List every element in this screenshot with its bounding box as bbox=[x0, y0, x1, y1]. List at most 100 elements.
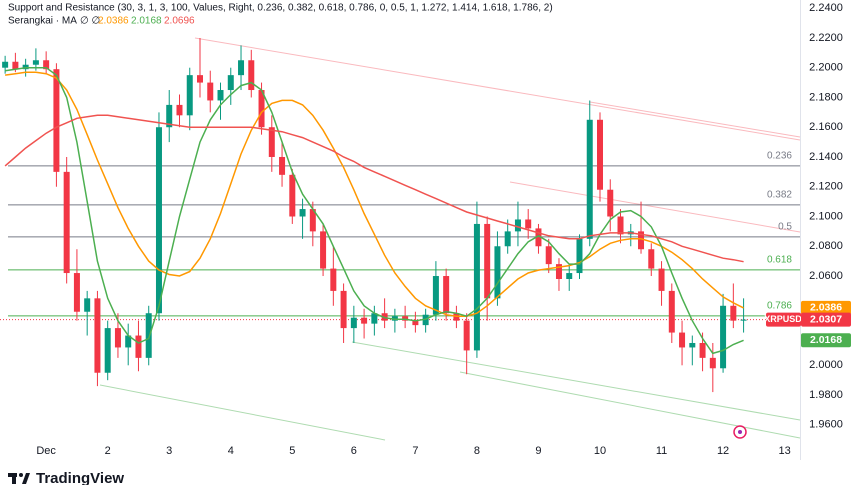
level-label: 0.382 bbox=[767, 190, 792, 201]
y-tick-label: 2.2400 bbox=[809, 2, 843, 14]
candle-body bbox=[350, 317, 357, 329]
candle-body bbox=[104, 328, 111, 373]
candle-body bbox=[586, 119, 593, 239]
level-label: 0.5 bbox=[778, 222, 792, 233]
candle-body bbox=[238, 60, 245, 76]
candle-body bbox=[494, 246, 501, 299]
y-tick-label: 1.9800 bbox=[809, 389, 843, 401]
x-tick-label: Dec bbox=[36, 445, 56, 457]
candle-body bbox=[268, 127, 275, 157]
y-tick-label: 2.2200 bbox=[809, 32, 843, 44]
candle-body bbox=[94, 298, 101, 373]
candle-body bbox=[135, 335, 142, 358]
candle-body bbox=[720, 305, 727, 369]
level-label: 0.786 bbox=[767, 301, 792, 312]
candle-body bbox=[607, 189, 614, 217]
candles bbox=[2, 37, 747, 393]
candle-body bbox=[555, 264, 562, 279]
candle-body bbox=[535, 228, 542, 247]
candle-body bbox=[248, 60, 255, 91]
x-tick-label: 3 bbox=[166, 445, 172, 457]
candle-body bbox=[689, 342, 696, 348]
channel-line bbox=[99, 384, 386, 441]
candle-body bbox=[12, 61, 19, 70]
candle-body bbox=[227, 75, 234, 91]
x-tick-label: 4 bbox=[228, 445, 234, 457]
candle-body bbox=[617, 216, 624, 235]
candle-body bbox=[361, 317, 368, 324]
y-tick-label: 2.1200 bbox=[809, 181, 843, 193]
ma-line bbox=[4, 66, 744, 355]
annotation-icon bbox=[733, 425, 747, 439]
ma-value: 2.0168 bbox=[131, 16, 162, 27]
channel-line bbox=[194, 37, 801, 141]
candle-body bbox=[545, 246, 552, 265]
candle-body bbox=[114, 328, 121, 348]
candle-body bbox=[668, 290, 675, 333]
candle-body bbox=[340, 290, 347, 329]
level-label: 0.618 bbox=[767, 255, 792, 266]
ma-line bbox=[4, 71, 744, 317]
y-tick-label: 1.9600 bbox=[809, 419, 843, 431]
candle-body bbox=[320, 231, 327, 269]
indicator-title: Support and Resistance (30, 3, 1, 3, 100… bbox=[8, 3, 553, 14]
y-tick-label: 2.0800 bbox=[809, 240, 843, 252]
candle-body bbox=[504, 231, 511, 247]
candle-body bbox=[709, 357, 716, 369]
x-tick-label: 9 bbox=[535, 445, 541, 457]
symbol-label: XRPUSD bbox=[764, 314, 802, 324]
channel-line bbox=[351, 341, 801, 421]
x-tick-label: 10 bbox=[594, 445, 606, 457]
x-tick-label: 6 bbox=[351, 445, 357, 457]
candle-body bbox=[525, 219, 532, 229]
candle-body bbox=[197, 75, 203, 83]
y-tick-label: 2.1400 bbox=[809, 151, 843, 163]
candle-body bbox=[125, 335, 132, 348]
candle-body bbox=[2, 61, 9, 68]
candle-body bbox=[443, 276, 450, 314]
candle-body bbox=[566, 273, 573, 279]
candle-body bbox=[679, 332, 686, 348]
candle-body bbox=[330, 268, 337, 291]
y-tick-label: 2.1800 bbox=[809, 91, 843, 103]
logo bbox=[8, 473, 30, 484]
x-tick-label: 11 bbox=[656, 445, 667, 457]
ma-price-label-bg bbox=[801, 300, 851, 315]
candle-body bbox=[176, 104, 183, 116]
level-label: 0.236 bbox=[767, 151, 792, 162]
ma-price-label: 2.0168 bbox=[810, 334, 842, 346]
candle-body bbox=[699, 342, 706, 358]
candle-body bbox=[279, 156, 286, 175]
brand: TradingView bbox=[36, 470, 124, 485]
candle-body bbox=[432, 276, 439, 315]
channel-line bbox=[589, 101, 801, 138]
candle-body bbox=[299, 209, 306, 217]
x-tick-label: 5 bbox=[289, 445, 295, 457]
x-tick-label: 8 bbox=[474, 445, 480, 457]
candle-body bbox=[740, 319, 747, 321]
candle-body bbox=[207, 82, 214, 101]
candle-body bbox=[371, 313, 378, 324]
candle-body bbox=[309, 209, 316, 232]
x-tick-label: 7 bbox=[412, 445, 418, 457]
ma-value: 2.0696 bbox=[164, 16, 195, 27]
candle-body bbox=[514, 219, 521, 232]
candle-body bbox=[730, 305, 737, 321]
x-tick-label: 2 bbox=[105, 445, 111, 457]
candle-body bbox=[53, 69, 60, 172]
candle-body bbox=[576, 238, 583, 274]
channels bbox=[99, 37, 801, 441]
candle-body bbox=[84, 298, 91, 312]
candle-body bbox=[402, 316, 409, 321]
candle-body bbox=[43, 60, 50, 70]
ma-price-label: 2.0386 bbox=[810, 302, 842, 314]
candle-body bbox=[412, 320, 419, 326]
candle-body bbox=[73, 273, 80, 312]
last-price-label-bg bbox=[801, 312, 851, 327]
x-tick-label: 13 bbox=[778, 445, 790, 457]
ma-line bbox=[4, 114, 744, 263]
channel-line bbox=[509, 181, 801, 233]
candle-body bbox=[473, 223, 480, 351]
candle-body bbox=[145, 313, 152, 358]
